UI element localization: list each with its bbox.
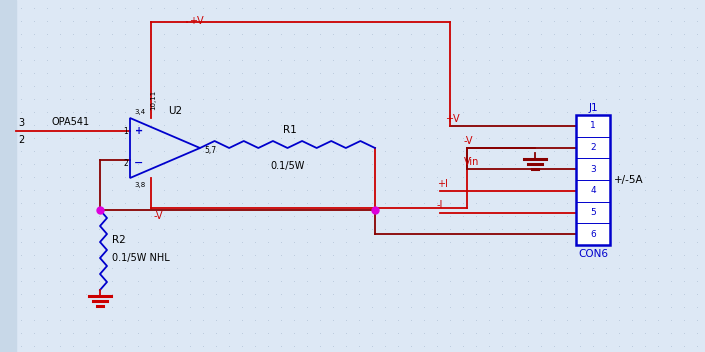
Text: R1: R1 — [283, 125, 296, 135]
Text: CON6: CON6 — [578, 249, 608, 259]
Text: +I: +I — [437, 179, 448, 189]
Text: 6: 6 — [590, 230, 596, 239]
Text: 5: 5 — [590, 208, 596, 217]
Bar — [0, 0, 16, 352]
Text: 1: 1 — [123, 126, 128, 136]
Text: +/-5A: +/-5A — [614, 175, 644, 185]
Text: +: + — [135, 126, 143, 136]
Text: 1: 1 — [590, 121, 596, 130]
Text: Vin: Vin — [464, 157, 479, 167]
Text: J1: J1 — [588, 103, 598, 113]
Text: -V: -V — [464, 136, 474, 145]
Text: OPA541: OPA541 — [52, 117, 90, 127]
Text: +V: +V — [189, 16, 204, 26]
Text: 4: 4 — [590, 186, 596, 195]
Text: 5,7: 5,7 — [204, 146, 216, 156]
Text: 3: 3 — [18, 118, 24, 128]
Text: +V: +V — [445, 114, 460, 124]
Text: 3,8: 3,8 — [135, 182, 146, 188]
Text: -I: -I — [437, 201, 443, 210]
Text: 0.1/5W: 0.1/5W — [270, 161, 305, 171]
Text: 2: 2 — [18, 135, 24, 145]
Text: U2: U2 — [168, 106, 182, 116]
Text: 2: 2 — [590, 143, 596, 152]
Text: -V: -V — [154, 211, 164, 221]
Text: 3,4: 3,4 — [135, 109, 145, 115]
Text: 0.1/5W NHL: 0.1/5W NHL — [112, 253, 170, 263]
Text: 2: 2 — [123, 159, 128, 169]
Text: 3: 3 — [590, 165, 596, 174]
Text: 10,11: 10,11 — [150, 90, 156, 110]
Bar — [576, 115, 610, 245]
Text: −: − — [135, 158, 144, 168]
Text: R2: R2 — [112, 235, 125, 245]
